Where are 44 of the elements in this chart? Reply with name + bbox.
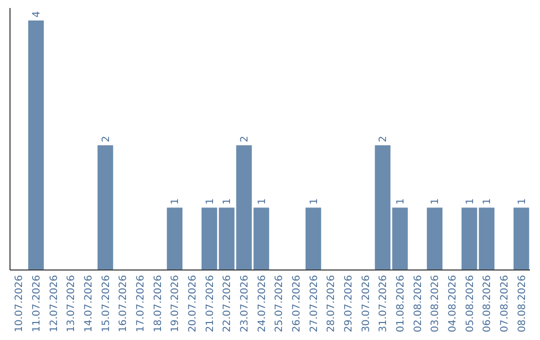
x-tick-label: 23.07.2026 <box>240 275 250 332</box>
x-tick-label: 17.07.2026 <box>136 275 146 332</box>
x-tick-label: 15.07.2026 <box>100 275 112 332</box>
x-tick-label: 14.07.2026 <box>84 275 94 332</box>
data-label: 1 <box>256 198 268 205</box>
x-tick-label: 22.07.2026 <box>222 275 234 332</box>
x-tick-label: 08.08.2026 <box>516 275 528 332</box>
data-label: 1 <box>430 198 442 205</box>
x-tick-label: 03.08.2026 <box>430 275 442 332</box>
data-label: 1 <box>464 198 476 205</box>
data-label: 2 <box>378 136 390 142</box>
x-tick-label: 25.07.2026 <box>274 275 286 332</box>
x-tick-label: 16.07.2026 <box>118 275 130 332</box>
x-tick-label: 02.08.2026 <box>412 275 424 332</box>
x-tick-label: 04.08.2026 <box>448 275 458 332</box>
x-tick-label: 29.07.2026 <box>344 275 354 332</box>
x-tick-label: 19.07.2026 <box>170 275 182 332</box>
x-tick-label: 26.07.2026 <box>292 275 302 332</box>
x-tick-label: 05.08.2026 <box>464 275 476 332</box>
x-tick-label: 13.07.2026 <box>66 275 78 332</box>
data-label: 2 <box>240 136 250 142</box>
x-tick-label: 07.08.2026 <box>500 275 510 332</box>
data-label: 1 <box>396 198 406 205</box>
x-tick-label: 30.07.2026 <box>360 275 372 332</box>
x-tick-label: 28.07.2026 <box>326 275 338 332</box>
data-label: 1 <box>308 198 320 205</box>
x-tick-label: 24.07.2026 <box>256 275 268 332</box>
data-label: 4 <box>32 11 42 18</box>
x-tick-label: 21.07.2026 <box>204 275 216 332</box>
x-tick-label: 01.08.2026 <box>396 275 406 332</box>
x-tick-label: 27.07.2026 <box>308 275 320 332</box>
x-tick-label: 06.08.2026 <box>482 275 494 332</box>
data-label: 1 <box>222 198 234 205</box>
x-tick-label: 11.07.2026 <box>32 275 42 332</box>
data-label: 1 <box>204 198 216 205</box>
x-tick-label: 20.07.2026 <box>188 275 198 332</box>
x-tick-label: 10.07.2026 <box>14 275 26 332</box>
data-label: 2 <box>100 136 112 142</box>
x-tick-label: 31.07.2026 <box>378 275 390 332</box>
x-tick-label: 18.07.2026 <box>152 275 164 332</box>
x-tick-label: 12.07.2026 <box>48 275 60 332</box>
data-label: 1 <box>482 198 494 205</box>
data-label: 1 <box>516 198 528 205</box>
data-label: 1 <box>170 198 182 205</box>
